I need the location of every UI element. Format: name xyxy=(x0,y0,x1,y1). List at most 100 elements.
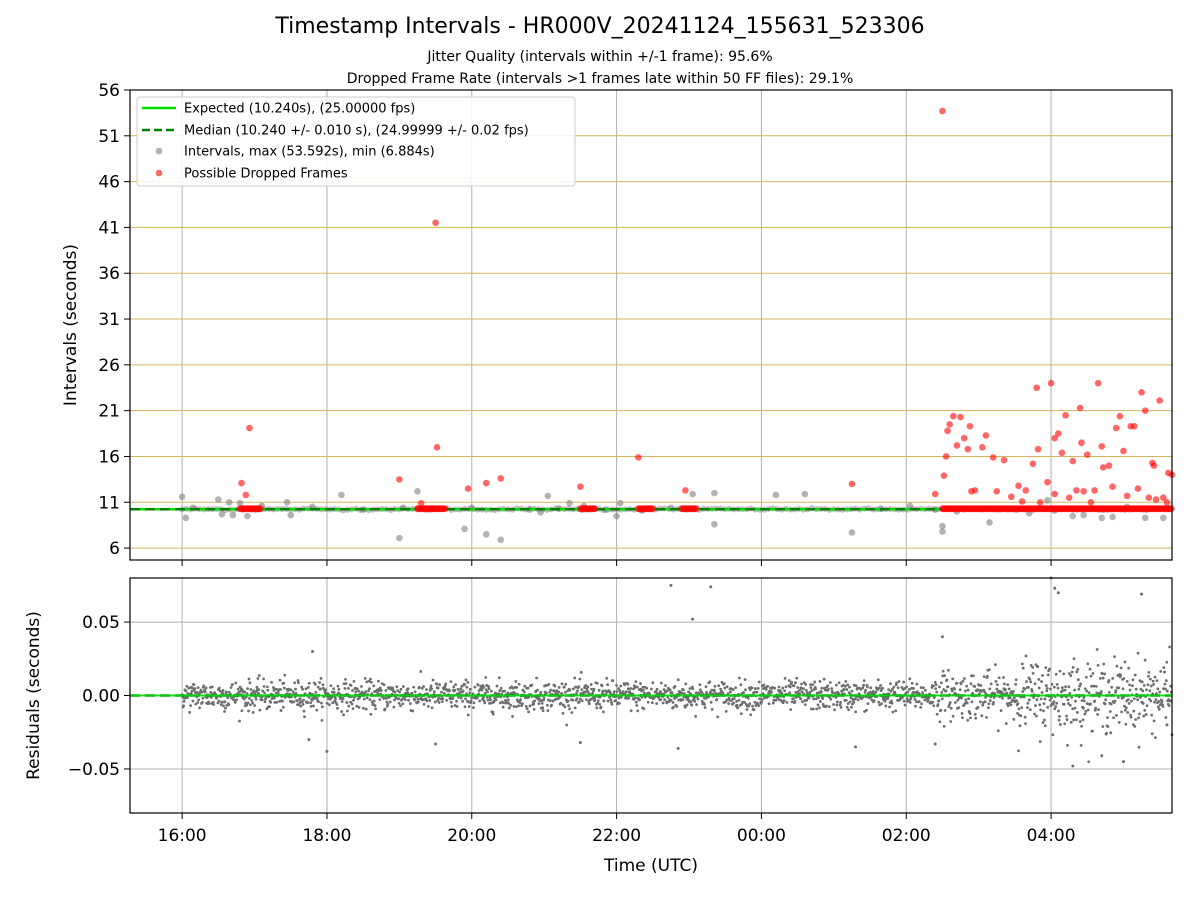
residual-point xyxy=(1087,760,1091,764)
dropped-frame-point xyxy=(1078,439,1085,447)
residual-point xyxy=(809,683,812,686)
dropped-frame-point xyxy=(993,487,1001,495)
residual-point xyxy=(1165,723,1169,727)
residual-point xyxy=(862,683,866,687)
residual-point xyxy=(834,683,838,687)
dropped-frame-point xyxy=(1007,493,1015,501)
residual-point xyxy=(811,683,815,686)
residual-point xyxy=(1027,685,1030,689)
residual-point xyxy=(596,699,600,703)
residual-point xyxy=(805,698,809,702)
residual-point xyxy=(1074,699,1077,703)
dropped-frame-point xyxy=(1134,485,1142,492)
dropped-frame-point xyxy=(1033,384,1040,392)
interval-point xyxy=(1044,497,1051,504)
residual-point xyxy=(935,690,939,694)
xtick-label-02:00: 02:00 xyxy=(882,826,931,846)
residual-point xyxy=(357,705,361,709)
residual-point xyxy=(698,688,702,692)
residual-point xyxy=(884,704,888,708)
residual-point xyxy=(1068,692,1072,695)
residual-point xyxy=(1030,689,1034,693)
residual-point xyxy=(1068,703,1072,707)
interval-point xyxy=(711,489,718,497)
interval-point xyxy=(1109,513,1116,521)
residual-point xyxy=(399,687,403,691)
residual-point xyxy=(453,688,457,692)
residual-point xyxy=(369,712,373,716)
residual-point xyxy=(1052,700,1056,703)
residual-point xyxy=(444,682,448,686)
residual-point xyxy=(320,705,324,709)
residual-point xyxy=(1154,736,1157,740)
residual-point xyxy=(1157,707,1161,711)
dropped-frame-point xyxy=(1051,434,1058,442)
residual-point xyxy=(685,703,689,707)
residual-point xyxy=(1072,657,1076,661)
residual-point xyxy=(1031,665,1035,669)
residual-point xyxy=(489,689,493,693)
residual-point xyxy=(1125,679,1129,683)
residual-point xyxy=(890,699,893,703)
dropped-frame-point xyxy=(649,505,657,513)
residual-point xyxy=(1006,683,1010,687)
residual-point xyxy=(1164,679,1168,683)
residual-point xyxy=(1049,687,1052,691)
residual-point xyxy=(1073,688,1076,692)
residual-point xyxy=(280,699,284,703)
residual-point xyxy=(850,705,853,709)
residual-point xyxy=(398,690,401,694)
residual-point xyxy=(815,707,819,711)
residual-point xyxy=(599,705,603,709)
residual-point xyxy=(564,682,568,686)
dropped-frame-point xyxy=(1044,478,1051,486)
residual-point xyxy=(756,686,760,690)
residual-point xyxy=(1123,660,1127,664)
residual-point xyxy=(895,681,899,685)
residual-point xyxy=(310,649,314,653)
residual-point xyxy=(1065,714,1068,718)
xtick-label-04:00: 04:00 xyxy=(1027,826,1076,846)
residual-point xyxy=(945,678,949,682)
residual-point xyxy=(442,687,446,691)
residual-point xyxy=(787,679,791,682)
dropped-frame-point xyxy=(1141,407,1149,414)
residual-point xyxy=(839,701,843,704)
residual-point xyxy=(472,706,475,710)
residual-point xyxy=(263,700,267,704)
residual-point xyxy=(746,696,750,700)
xtick-label-22:00: 22:00 xyxy=(592,826,641,846)
residual-point xyxy=(403,698,407,702)
residual-point xyxy=(919,686,923,689)
residual-point xyxy=(372,699,376,703)
residual-point xyxy=(282,686,286,690)
residual-point xyxy=(939,708,943,712)
residual-point xyxy=(915,682,919,686)
residual-point xyxy=(1075,670,1079,674)
residual-point xyxy=(431,678,435,682)
residual-point xyxy=(859,687,863,691)
residual-point xyxy=(905,685,908,689)
residual-point xyxy=(863,690,867,694)
residual-point xyxy=(788,685,792,689)
residual-point xyxy=(353,696,356,699)
residual-point xyxy=(666,689,669,693)
residual-point xyxy=(847,708,851,712)
residual-point xyxy=(967,697,971,701)
interval-point xyxy=(236,499,244,507)
residual-point xyxy=(889,682,892,686)
residual-point xyxy=(1021,666,1025,670)
residual-point xyxy=(472,701,476,705)
residual-point xyxy=(586,691,590,694)
residual-point xyxy=(986,674,989,678)
residual-point xyxy=(385,697,388,700)
residual-point xyxy=(684,682,688,686)
residual-point xyxy=(807,696,811,700)
top-ytick-label-26: 26 xyxy=(98,356,120,376)
dropped-frame-point xyxy=(256,505,264,513)
dropped-frame-point xyxy=(682,487,689,494)
residual-point xyxy=(1107,690,1111,694)
interval-point xyxy=(986,519,993,526)
residual-point xyxy=(1065,718,1069,721)
residual-point xyxy=(224,690,228,694)
